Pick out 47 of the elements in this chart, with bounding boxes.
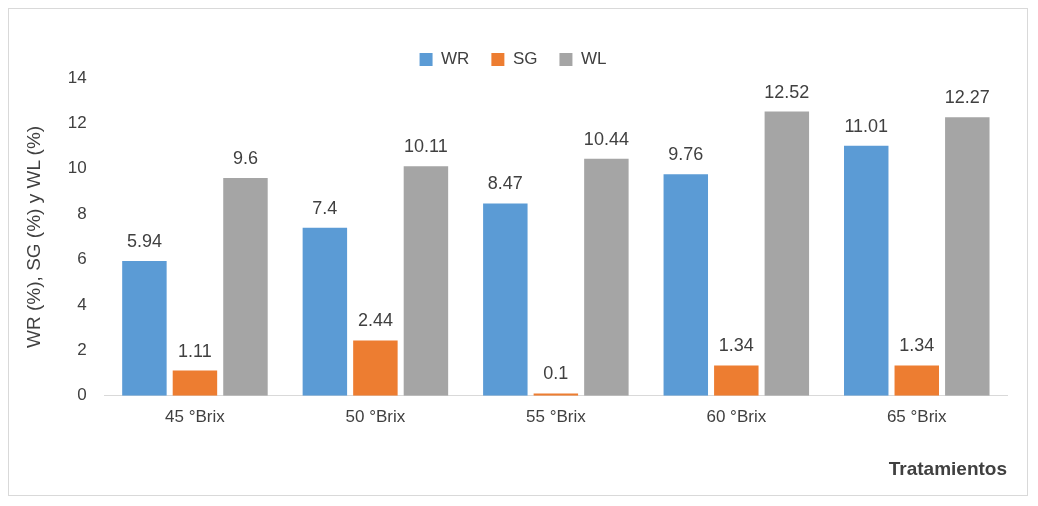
data-label: 9.6 xyxy=(232,147,258,168)
data-label: 10.44 xyxy=(583,128,629,149)
data-label: 11.01 xyxy=(844,115,889,136)
data-label: 10.11 xyxy=(404,136,448,157)
bar xyxy=(945,117,990,396)
bar xyxy=(894,365,939,396)
y-tick-label: 14 xyxy=(67,67,87,87)
y-tick-label: 8 xyxy=(77,203,87,223)
data-label: 7.4 xyxy=(312,197,338,218)
bar xyxy=(122,260,167,396)
data-label: 12.27 xyxy=(944,87,990,108)
x-tick-label: 45 °Brix xyxy=(165,406,226,426)
data-label: 8.47 xyxy=(487,173,523,194)
y-tick-label: 4 xyxy=(77,294,87,314)
data-label: 0.1 xyxy=(543,363,569,384)
legend-label: SG xyxy=(512,49,538,69)
legend-label: WL xyxy=(580,49,607,69)
y-axis-title: WR (%), SG (%) y WL (%) xyxy=(22,125,44,348)
data-label: 1.11 xyxy=(178,340,212,361)
data-label: 1.34 xyxy=(899,335,935,356)
bar xyxy=(302,227,348,396)
x-axis-title: Tratamientos xyxy=(888,457,1007,479)
data-label: 9.76 xyxy=(668,144,704,165)
bar xyxy=(764,111,810,396)
bar xyxy=(584,158,629,396)
bar xyxy=(403,166,449,396)
bar xyxy=(172,370,218,396)
data-label: 12.52 xyxy=(764,81,810,102)
data-label: 5.94 xyxy=(126,230,162,251)
x-tick-label: 55 °Brix xyxy=(526,406,587,426)
y-tick-label: 6 xyxy=(77,249,87,269)
x-tick-label: 65 °Brix xyxy=(886,406,948,426)
data-label: 1.34 xyxy=(718,335,754,356)
bar xyxy=(844,145,889,396)
y-tick-label: 10 xyxy=(67,158,87,178)
y-tick-label: 12 xyxy=(67,113,87,133)
x-tick-label: 50 °Brix xyxy=(345,406,406,426)
bar xyxy=(663,174,709,396)
y-tick-label: 0 xyxy=(77,385,87,405)
bar xyxy=(223,177,268,396)
bar xyxy=(483,203,528,396)
y-tick-label: 2 xyxy=(77,340,87,360)
data-label: 2.44 xyxy=(357,310,393,331)
x-tick-label: 60 °Brix xyxy=(706,406,767,426)
bar xyxy=(714,365,759,396)
legend-label: WR xyxy=(441,49,470,69)
bar xyxy=(353,340,398,396)
